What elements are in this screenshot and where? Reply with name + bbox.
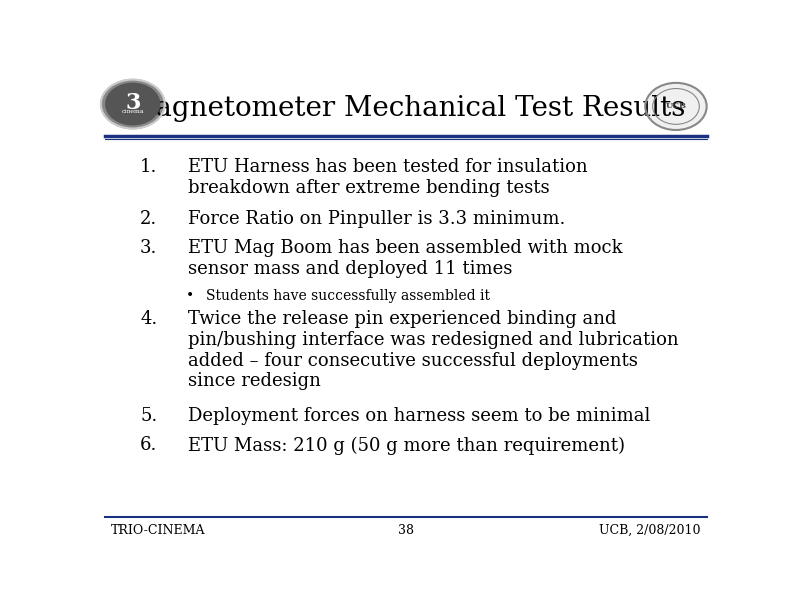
- Text: Students have successfully assembled it: Students have successfully assembled it: [207, 289, 490, 304]
- Circle shape: [106, 83, 160, 125]
- Text: •: •: [186, 289, 194, 304]
- Text: UCB: UCB: [665, 102, 687, 110]
- Text: 3.: 3.: [140, 239, 158, 257]
- Text: UCB, 2/08/2010: UCB, 2/08/2010: [599, 524, 701, 537]
- Text: TRIO-CINEMA: TRIO-CINEMA: [111, 524, 206, 537]
- Text: ETU Harness has been tested for insulation
breakdown after extreme bending tests: ETU Harness has been tested for insulati…: [188, 159, 588, 197]
- Text: Force Ratio on Pinpuller is 3.3 minimum.: Force Ratio on Pinpuller is 3.3 minimum.: [188, 210, 565, 228]
- Text: 6.: 6.: [140, 436, 158, 454]
- Text: 2.: 2.: [140, 210, 158, 228]
- Text: cinema: cinema: [121, 109, 144, 114]
- Text: 3: 3: [125, 92, 140, 114]
- Text: ETU Mass: 210 g (50 g more than requirement): ETU Mass: 210 g (50 g more than requirem…: [188, 436, 625, 455]
- Text: 4.: 4.: [140, 310, 158, 328]
- Circle shape: [101, 80, 165, 129]
- Text: Twice the release pin experienced binding and
pin/bushing interface was redesign: Twice the release pin experienced bindin…: [188, 310, 679, 390]
- Text: Deployment forces on harness seem to be minimal: Deployment forces on harness seem to be …: [188, 407, 650, 425]
- Text: 38: 38: [398, 524, 414, 537]
- Text: 5.: 5.: [140, 407, 158, 425]
- Circle shape: [645, 83, 706, 130]
- Text: ETU Mag Boom has been assembled with mock
sensor mass and deployed 11 times: ETU Mag Boom has been assembled with moc…: [188, 239, 623, 278]
- Text: Magnetometer Mechanical Test Results: Magnetometer Mechanical Test Results: [127, 95, 685, 122]
- Text: 1.: 1.: [140, 159, 158, 176]
